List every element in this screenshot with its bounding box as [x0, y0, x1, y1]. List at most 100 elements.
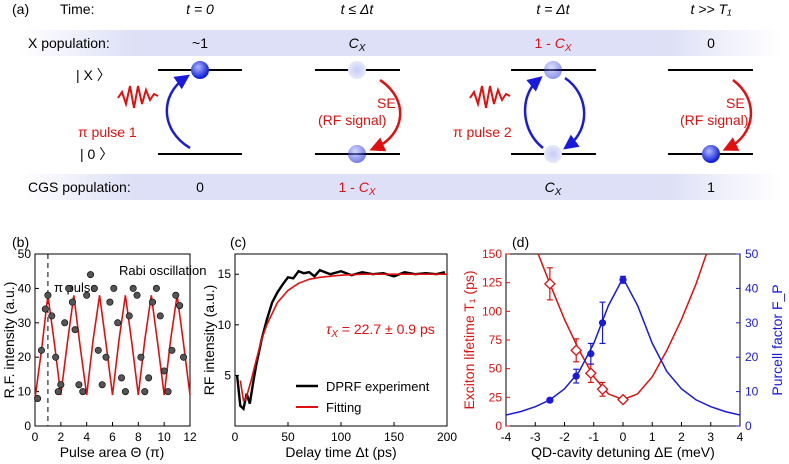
- excitation-arrow-1: [165, 74, 191, 150]
- ground-ball-2: [544, 145, 562, 163]
- se-label-3: SE: [726, 95, 745, 111]
- b-xtick-label: 2: [57, 430, 64, 444]
- b-ytick-label: 30: [18, 316, 32, 330]
- d-purcell-point: [572, 372, 580, 380]
- cgs-pop-3: 1: [707, 179, 715, 195]
- d-purcell-point: [619, 276, 627, 284]
- c-xtick-label: 200: [437, 430, 457, 444]
- b-data-point: [68, 298, 76, 306]
- d-ytick-right-label: 20: [745, 350, 759, 364]
- d-xtick-label: 3: [707, 430, 714, 444]
- exciton-ball-0: [191, 61, 209, 79]
- x-pop-2: 1 - CX: [534, 35, 571, 54]
- c-ytick-label: 5: [224, 368, 231, 382]
- d-xtick-label: 4: [737, 430, 744, 444]
- time-0: t = 0: [186, 1, 214, 17]
- d-purcell-point: [546, 396, 554, 404]
- x-population-label: X population:: [28, 35, 110, 51]
- panel-d-chart: (d) QD-cavity detuning ΔE (meV) Exciton …: [461, 234, 785, 460]
- d-ytick-left-label: 0: [495, 419, 502, 433]
- b-data-point: [137, 353, 145, 361]
- d-ytick-left-label: 75: [489, 333, 503, 347]
- panel-b-ylabel: R.F. intensity (a.u.): [1, 282, 17, 399]
- time-label: Time:: [60, 1, 94, 17]
- c-xtick-label: 50: [281, 430, 295, 444]
- c-ytick-label: 15: [218, 267, 232, 281]
- b-data-point: [87, 271, 95, 279]
- b-data-point: [61, 319, 69, 327]
- panel-c-ylabel: RF intensity (a.u.): [201, 285, 217, 395]
- b-fit-line: [34, 295, 191, 399]
- b-data-point: [41, 305, 49, 313]
- panel-a: (a) Time: t = 0 t ≤ Δt t = Δt t >> T₁ X …: [12, 1, 780, 200]
- b-data-point: [48, 312, 56, 320]
- cgs-pop-0: 0: [196, 179, 204, 195]
- b-xtick-label: 8: [135, 430, 142, 444]
- exciton-ball-1: [348, 61, 366, 79]
- c-xtick-label: 100: [331, 430, 351, 444]
- panel-d-xlabel: QD-cavity detuning ΔE (meV): [531, 444, 715, 460]
- b-xtick-label: 10: [157, 430, 171, 444]
- b-data-point: [156, 312, 164, 320]
- se-arrow-3: [722, 78, 752, 151]
- panel-b-xlabel: Pulse area Θ (π): [60, 444, 165, 460]
- ground-ball-1: [348, 145, 366, 163]
- b-data-point: [34, 394, 42, 402]
- pi-pulse-2-label: π pulse 2: [453, 124, 512, 140]
- d-lifetime-point: [570, 344, 583, 357]
- c-xtick-label: 150: [384, 430, 404, 444]
- b-data-point: [145, 374, 153, 382]
- panel-d-ylabel-left: Exciton lifetime T₁ (ps): [461, 270, 477, 409]
- time-3: t >> T₁: [691, 1, 733, 17]
- b-data-point: [75, 381, 83, 389]
- d-ytick-right-label: 50: [745, 247, 759, 261]
- panel-c-annotation: τX = 22.7 ± 0.9 ps: [326, 321, 435, 340]
- panel-b-annotation: π pulse: [54, 280, 98, 295]
- d-ytick-left-label: 25: [489, 390, 503, 404]
- b-data-point: [149, 298, 157, 306]
- d-lifetime-point: [543, 277, 556, 290]
- b-ytick-label: 50: [18, 247, 32, 261]
- d-xtick-label: -1: [588, 430, 599, 444]
- rf-signal-label-3: (RF signal): [680, 112, 748, 128]
- panel-c-label: (c): [230, 234, 246, 250]
- panel-b-title: Rabi oscillation: [119, 263, 206, 278]
- c-series-experiment: [235, 268, 446, 412]
- d-ytick-right-label: 0: [745, 419, 752, 433]
- b-data-point: [121, 388, 129, 396]
- panel-d-ylabel-right: Purcell factor F_P: [769, 284, 785, 395]
- d-ytick-right-label: 10: [745, 385, 759, 399]
- cgs-pop-1: 1 - CX: [338, 179, 375, 198]
- b-data-point: [71, 326, 79, 334]
- d-xtick-label: -4: [501, 430, 512, 444]
- b-data-point: [79, 388, 87, 396]
- b-data-point: [54, 388, 62, 396]
- b-data-point: [98, 381, 106, 389]
- b-ytick-label: 40: [18, 281, 32, 295]
- se-arrow-1: [369, 78, 402, 152]
- b-data-point: [125, 312, 133, 320]
- se-label-1: SE: [377, 95, 396, 111]
- b-xtick-label: 6: [109, 430, 116, 444]
- d-ytick-left-label: 50: [489, 362, 503, 376]
- c-xtick-label: 0: [232, 430, 239, 444]
- panel-c-xlabel: Delay time Δt (ps): [285, 444, 396, 460]
- b-data-point: [44, 291, 52, 299]
- b-data-point: [106, 298, 114, 306]
- b-data-point: [114, 319, 122, 327]
- d-purcell-point: [587, 350, 595, 358]
- excitation-arrow-2: [523, 76, 544, 149]
- b-data-point: [57, 381, 65, 389]
- b-data-point: [94, 346, 102, 354]
- b-ytick-label: 10: [18, 385, 32, 399]
- stimulated-arrow-2: [563, 76, 586, 150]
- panel-d-label: (d): [512, 234, 529, 250]
- x-pop-3: 0: [707, 35, 715, 51]
- pulse-wave-icon: [117, 85, 159, 109]
- d-xtick-label: -2: [559, 430, 570, 444]
- b-data-point: [176, 302, 184, 310]
- b-data-point: [172, 291, 180, 299]
- d-lifetime-point: [617, 393, 629, 406]
- c-ytick-label: 10: [218, 318, 232, 332]
